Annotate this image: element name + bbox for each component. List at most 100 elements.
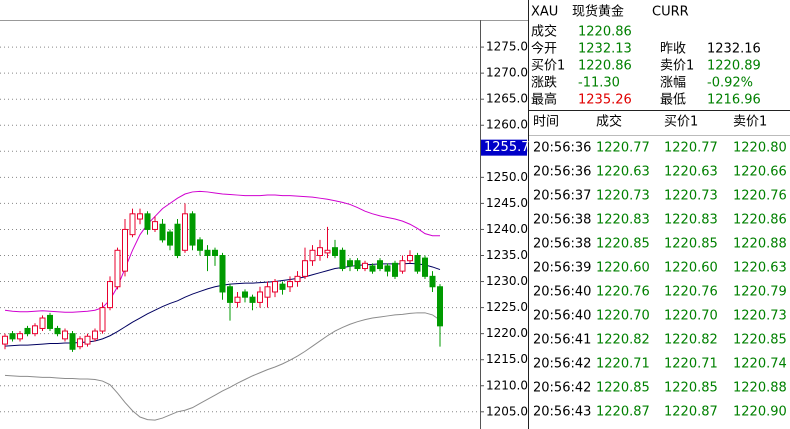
trade-price: 1220.85 [664,381,718,396]
candle-body [32,325,38,335]
trade-time: 20:56:40 [533,285,591,300]
trade-price: 1220.85 [596,381,650,396]
candle-body [24,327,31,335]
trade-price: 1220.80 [733,141,787,156]
quote-label: 涨幅 [660,76,686,91]
quote-value: 1232.13 [578,42,632,57]
trade-time: 20:56:38 [533,213,591,228]
quote-label: 买价1 [531,59,565,74]
trade-price: 1220.82 [664,333,718,348]
quote-label: 昨收 [660,42,686,57]
candle-body [189,213,196,246]
trade-price: 1220.85 [596,237,650,252]
candle-body [422,257,428,277]
candle-body [392,262,398,277]
price-marker-box [481,139,527,156]
price-marker-label: 1255.7 [484,140,530,155]
trade-price: 1220.77 [664,141,718,156]
trade-price: 1220.83 [664,213,718,228]
trade-price: 1220.70 [664,309,718,324]
trade-time: 20:56:43 [533,405,591,420]
candle-body [197,239,203,251]
candle-body [219,255,226,293]
quote-label: 成交 [531,24,557,40]
candle-body [137,213,143,220]
trade-price: 1220.71 [664,357,718,372]
candle-body [114,249,121,288]
band-line [4,190,440,313]
candle-body [294,275,301,283]
quote-label: 卖价1 [660,59,694,74]
trade-price: 1220.87 [596,405,650,420]
candle-body [257,291,263,303]
candle-body [17,333,23,340]
candle-body [414,255,421,272]
trade-price: 1220.70 [596,309,650,324]
trade-time: 20:56:40 [533,309,591,324]
y-tick-label: 1210.0 [486,378,528,392]
candle-body [84,335,91,345]
trade-price: 1220.71 [596,357,650,372]
trade-price: 1220.76 [664,285,718,300]
band-line [4,312,441,421]
candle-body [2,335,8,345]
candle-body [152,221,158,230]
candle-body [347,260,353,267]
trade-price: 1220.73 [733,309,787,324]
trade-time: 20:56:38 [533,237,591,252]
y-tick-label: 1220.0 [486,326,528,340]
trade-price: 1220.60 [596,261,650,276]
candle-body [437,286,443,327]
trade-price: 1220.79 [733,285,787,300]
candle-body [287,281,293,288]
candle-body [107,281,113,309]
trade-price: 1220.74 [733,357,787,372]
quote-symbol: XAU [531,5,558,20]
candle-body [144,213,151,230]
candle-body [174,223,181,257]
candle-body [332,247,338,257]
trade-price: 1220.73 [596,189,650,204]
trade-price: 1220.82 [596,333,650,348]
candle-body [129,213,136,236]
candle-body [407,255,413,262]
candle-body [99,307,106,332]
trade-price: 1220.85 [733,333,787,348]
quote-value: 1220.86 [578,59,632,74]
quote-value: 1220.89 [707,59,761,74]
candle-body [354,260,361,270]
trade-price: 1220.87 [664,405,718,420]
candle-body [182,213,188,251]
trade-price: 1220.76 [596,285,650,300]
candle-body [309,249,316,262]
y-tick-label: 1235.0 [486,248,528,262]
y-tick-label: 1225.0 [486,300,528,314]
candle-body [54,327,61,335]
trade-price: 1220.86 [733,213,787,228]
trade-price: 1220.73 [664,189,718,204]
trade-price: 1220.63 [664,165,718,180]
candle-body [159,223,166,241]
y-tick-label: 1275.0 [486,40,528,54]
candle-body [242,291,248,298]
candle-body [249,296,256,303]
quote-code: CURR [652,5,689,20]
trades-column-header: 卖价1 [733,115,767,130]
trade-price: 1220.83 [596,213,650,228]
trade-price: 1220.63 [733,261,787,276]
quote-label: 最高 [531,92,557,108]
trades-column-header: 成交 [596,114,622,130]
trade-price: 1220.85 [664,237,718,252]
candle-body [317,247,323,257]
trade-price: 1220.63 [596,165,650,180]
trade-time: 20:56:39 [533,261,591,276]
quote-label: 涨跌 [531,75,557,91]
quote-value: 1216.96 [707,93,761,108]
quote-value: 1220.86 [578,25,632,40]
y-tick-label: 1230.0 [486,274,528,288]
trade-time: 20:56:36 [533,165,591,180]
candle-body [279,283,286,290]
price-axis: 1205.0 1210.0 1215.0 1220.0 1225.0 1230.0 1235… [480,40,528,418]
candle-body [399,260,406,272]
y-tick-label: 1250.0 [486,170,528,184]
